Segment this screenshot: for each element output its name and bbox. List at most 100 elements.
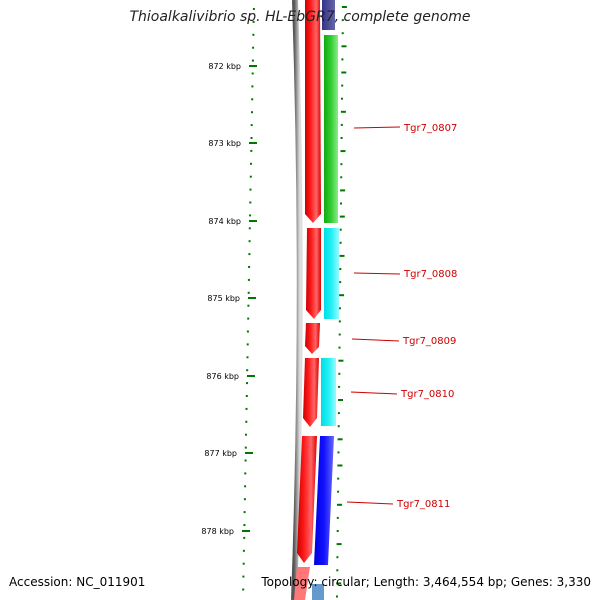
gene-label-tgr7-0809[interactable]: Tgr7_0809 [351, 336, 456, 347]
gc-dot [246, 356, 249, 359]
reverse-strand-feature-bottom [312, 584, 324, 600]
cds-arrow-forward-5 [297, 436, 317, 563]
gc-dot [250, 149, 253, 152]
gene-label-tgr7-0808[interactable]: Tgr7_0808 [353, 269, 457, 280]
kbp-ticks: 872 kbp 873 kbp 874 kbp 875 kbp 876 kbp … [201, 62, 257, 536]
gc-dot [246, 369, 249, 372]
tick-label: 872 kbp [208, 62, 241, 71]
gc-dot [340, 110, 346, 113]
gc-dot [338, 320, 341, 323]
gene-label-tgr7-0810[interactable]: Tgr7_0810 [350, 389, 454, 400]
gc-dot [247, 278, 250, 281]
gc-dot [336, 516, 339, 519]
gc-dot [336, 582, 342, 585]
gc-dot [340, 189, 346, 192]
gc-dot [244, 459, 247, 462]
gc-dot [341, 97, 343, 100]
gc-dot [242, 575, 245, 578]
gc-dot [245, 420, 248, 423]
gc-dot [250, 137, 253, 139]
gc-dot [242, 549, 245, 552]
accession-text: Accession: NC_011901 [9, 575, 146, 589]
gc-dot [339, 241, 342, 244]
gc-dot [337, 464, 343, 467]
cds-arrow-forward-2 [306, 228, 321, 319]
gc-dot [338, 333, 341, 336]
gc-dot [248, 253, 251, 256]
gc-dot [341, 32, 344, 35]
gc-dot [250, 124, 253, 127]
gc-dot [337, 490, 340, 493]
gc-dot [338, 307, 341, 310]
gc-dot [340, 163, 343, 166]
gene-label-text: Tgr7_0807 [403, 123, 457, 134]
gc-dot [245, 407, 248, 410]
gc-dot [340, 137, 343, 139]
gene-label-text: Tgr7_0811 [396, 499, 450, 510]
tick-label: 877 kbp [204, 449, 237, 458]
gc-dot [245, 433, 247, 436]
gc-dot [246, 330, 249, 333]
gc-dot [244, 446, 247, 449]
gc-dot [243, 511, 246, 514]
gc-dot [340, 176, 343, 179]
tick-label: 873 kbp [208, 139, 241, 148]
gc-dot [252, 33, 255, 36]
gc-dot [252, 46, 255, 49]
gc-dot [244, 472, 247, 475]
gc-dot [243, 498, 246, 501]
gene-label-text: Tgr7_0808 [403, 269, 457, 280]
cds-block-0808 [324, 228, 339, 319]
gc-dot [337, 477, 340, 480]
cds-arrow-forward-4 [303, 358, 319, 427]
gc-dot [339, 294, 345, 297]
gc-dot [336, 556, 339, 559]
tick-label: 874 kbp [208, 217, 241, 226]
gc-dot [252, 20, 255, 23]
gc-dot [249, 201, 252, 204]
gc-dot [339, 268, 342, 270]
gc-dot [249, 175, 252, 178]
gc-dot [341, 71, 347, 74]
cds-block-0807 [324, 35, 338, 223]
gc-dot [244, 485, 247, 488]
gc-dot [243, 524, 246, 526]
gc-dot [341, 84, 344, 87]
gene-label-tgr7-0807[interactable]: Tgr7_0807 [353, 123, 457, 134]
gc-dot [251, 98, 254, 101]
tick-875: 875 kbp [207, 294, 256, 303]
gc-dot [337, 412, 340, 415]
tick-label: 875 kbp [207, 294, 240, 303]
cds-block-0810 [321, 358, 336, 426]
gc-dot [340, 202, 342, 205]
gc-dot [338, 399, 343, 401]
gc-dot-track-outer [242, 8, 255, 591]
tick-873: 873 kbp [208, 139, 257, 148]
tick-874: 874 kbp [208, 217, 257, 226]
tick-878: 878 kbp [201, 527, 250, 536]
gc-dot [341, 58, 344, 61]
gc-dot [341, 6, 347, 8]
gc-dot [245, 395, 248, 397]
gc-dot [338, 385, 341, 388]
gene-label-text: Tgr7_0809 [402, 336, 456, 347]
gc-dot [341, 19, 344, 22]
backbone-arc [291, 0, 303, 600]
gc-dot [338, 346, 341, 349]
gc-dot [337, 425, 340, 428]
tick-876: 876 kbp [206, 372, 255, 381]
gc-dot [337, 503, 342, 506]
gc-dot-track-inner [336, 6, 347, 598]
reverse-strand-feature-top [322, 0, 335, 30]
gc-dot [251, 85, 254, 88]
gc-dot [339, 228, 342, 231]
gc-dot [336, 543, 342, 546]
gc-dot [248, 227, 251, 230]
gc-dot [247, 317, 250, 320]
tick-label: 876 kbp [206, 372, 239, 381]
gc-dot [249, 214, 252, 217]
gene-labels: Tgr7_0807 Tgr7_0808 Tgr7_0809 Tgr7_0810 … [346, 123, 457, 510]
gene-label-tgr7-0811[interactable]: Tgr7_0811 [346, 499, 450, 510]
gc-dot [338, 372, 341, 375]
gc-dot [251, 72, 254, 75]
